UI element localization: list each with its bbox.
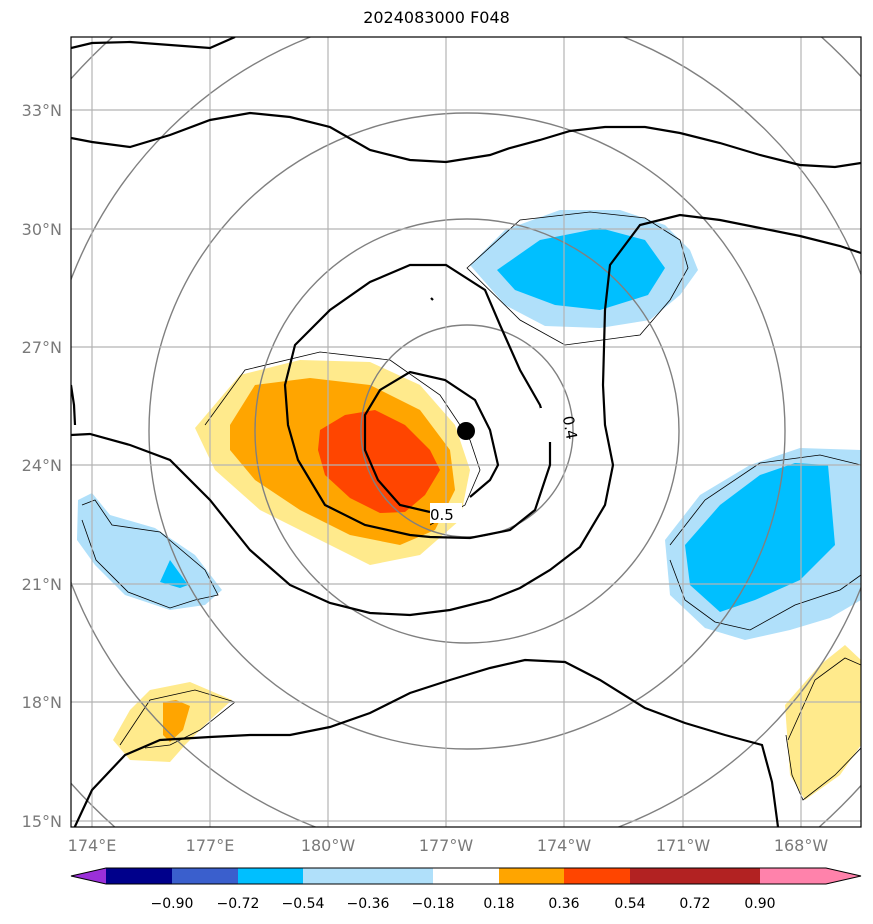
colorbar-swatch — [433, 868, 499, 884]
lat-label: 15°N — [22, 812, 62, 831]
storm-center-marker — [457, 422, 475, 440]
cold-anomaly-w-036 — [160, 560, 188, 588]
colorbar: −0.90 −0.72 −0.54 −0.36 −0.18 0.18 0.36 … — [70, 867, 862, 912]
colorbar-label: 0.36 — [548, 896, 579, 912]
contour-upper — [71, 111, 861, 169]
colorbar-label: −0.54 — [282, 896, 325, 912]
colorbar-swatch — [499, 868, 564, 884]
colorbar-label: 0.54 — [614, 896, 645, 912]
cold-anomaly-e-036 — [685, 463, 835, 612]
lat-label: 30°N — [22, 220, 62, 239]
lat-labels: 33°N 30°N 27°N 24°N 21°N 18°N 15°N — [22, 101, 62, 831]
colorbar-swatch — [106, 868, 172, 884]
contour-05 — [363, 370, 500, 514]
gridlines — [71, 37, 861, 827]
colorbar-swatch — [238, 868, 303, 884]
warm-anomaly-se-018 — [785, 645, 861, 800]
lon-labels: 174°E 177°E 180°W 177°W 174°W 171°W 168°… — [68, 836, 829, 855]
warm-anomaly-072 — [318, 410, 440, 513]
shaded-outlines — [81, 211, 861, 801]
lon-label: 171°W — [656, 836, 711, 855]
colorbar-label: −0.72 — [217, 896, 260, 912]
lat-label: 21°N — [22, 575, 62, 594]
colorbar-extend-low — [71, 868, 106, 884]
lat-label: 24°N — [22, 456, 62, 475]
lat-label: 27°N — [22, 338, 62, 357]
lat-label: 33°N — [22, 101, 62, 120]
lon-label: 174°E — [68, 836, 117, 855]
contour-label-04: 0.4 — [559, 414, 581, 441]
lon-label: 177°E — [186, 836, 235, 855]
contour-outer — [71, 213, 861, 617]
contour-bottom — [73, 658, 780, 827]
warm-anomaly-sw-036 — [163, 700, 190, 742]
colorbar-swatch — [564, 868, 630, 884]
contour-label-05: 0.5 — [430, 506, 454, 524]
colorbar-extend-high — [760, 868, 861, 884]
lon-label: 177°W — [419, 836, 474, 855]
colorbar-swatch — [630, 868, 695, 884]
lat-label: 18°N — [22, 693, 62, 712]
lon-label: 168°W — [774, 836, 829, 855]
colorbar-swatch — [172, 868, 238, 884]
contour-left-edge — [71, 384, 77, 426]
colorbar-label: 0.18 — [483, 896, 514, 912]
lon-label: 174°W — [537, 836, 592, 855]
colorbar-swatch — [303, 868, 368, 884]
colorbar-label: −0.90 — [151, 896, 194, 912]
contour-04 — [283, 263, 552, 540]
contour-top — [71, 37, 236, 50]
lon-label: 180°W — [301, 836, 356, 855]
colorbar-swatch — [695, 868, 760, 884]
colorbar-outline — [70, 867, 862, 885]
colorbar-swatch — [368, 868, 433, 884]
contour-dot — [430, 297, 434, 301]
colorbar-label: 0.90 — [744, 896, 775, 912]
map-title: 2024083000 F048 — [363, 8, 510, 27]
colorbar-label: 0.72 — [679, 896, 710, 912]
colorbar-label: −0.18 — [412, 896, 455, 912]
contours — [71, 37, 861, 827]
colorbar-label: −0.36 — [347, 896, 390, 912]
shaded-field — [77, 210, 861, 800]
map-frame — [70, 36, 862, 828]
